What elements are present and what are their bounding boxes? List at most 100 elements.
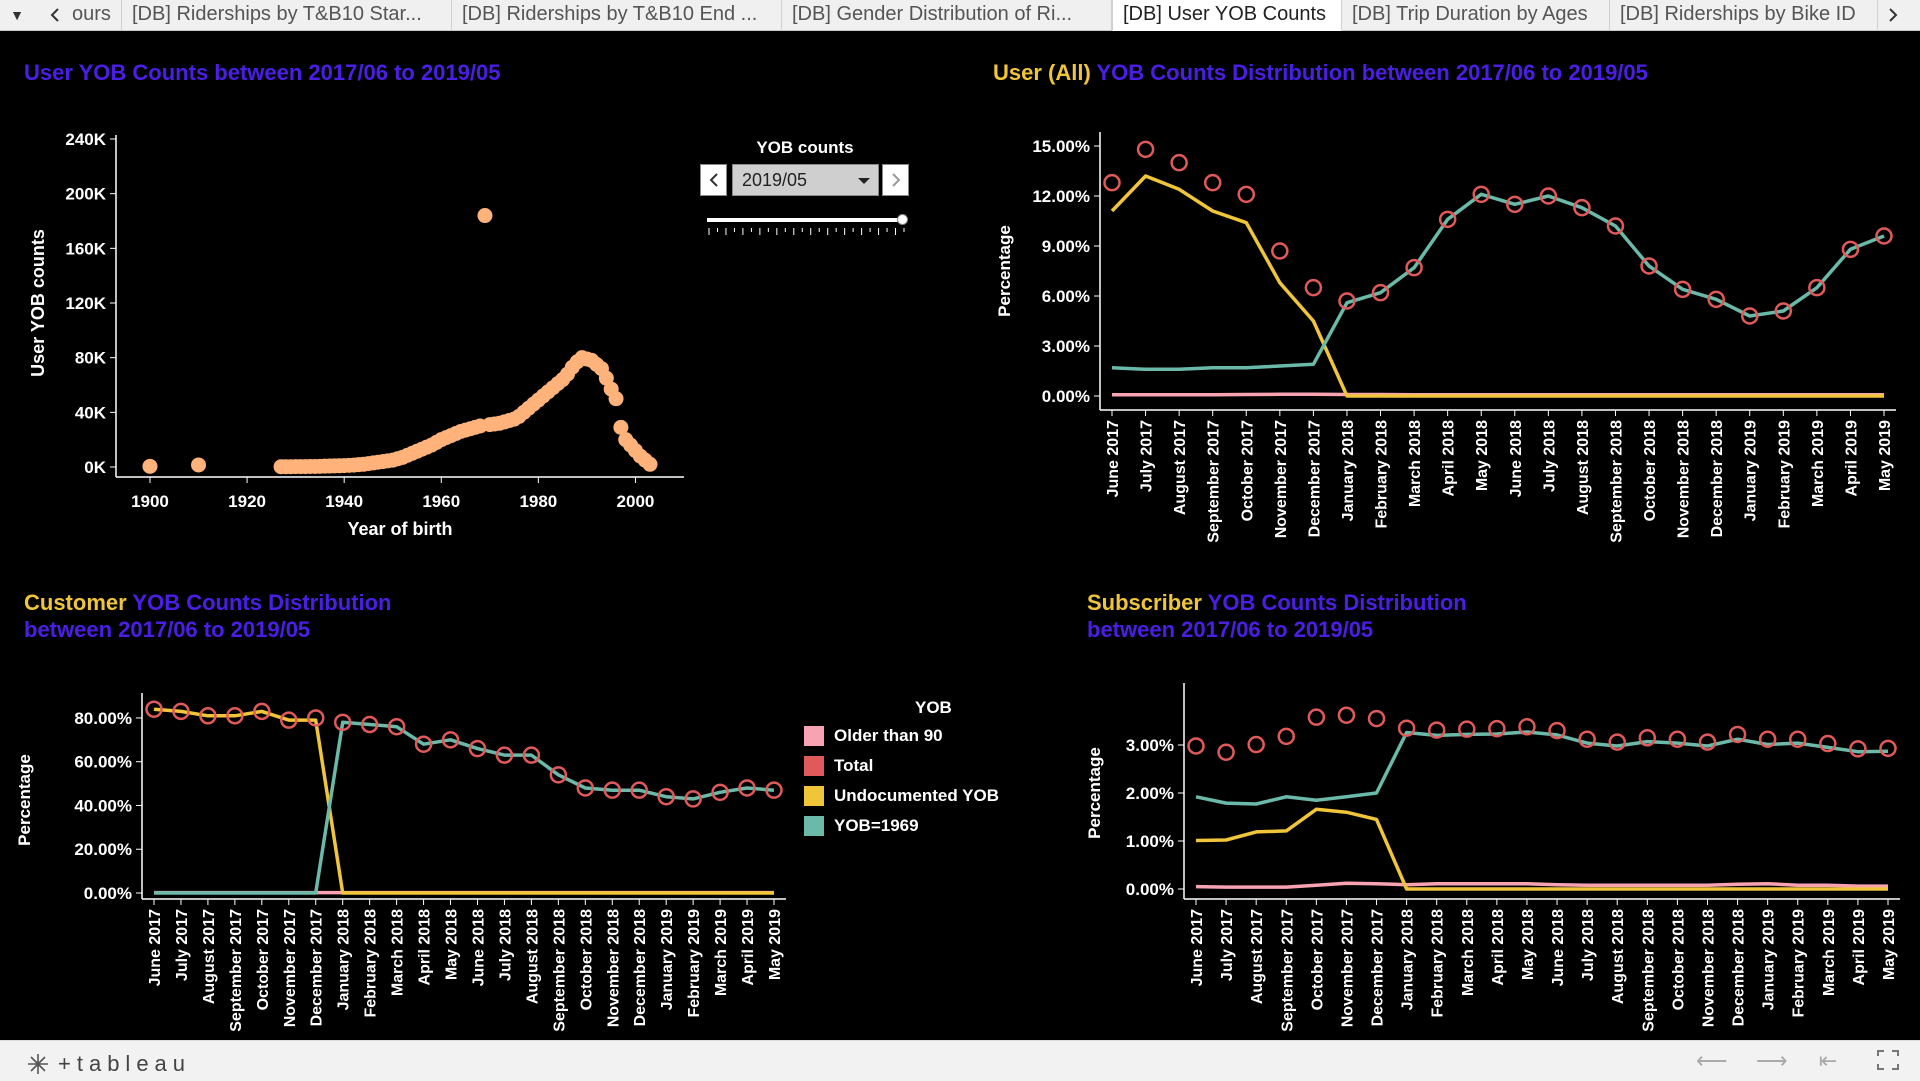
x-tick-label: December 2017	[1306, 420, 1323, 538]
y-tick-label: 40.00%	[74, 796, 132, 815]
x-tick-label: April 2018	[1441, 420, 1458, 497]
legend-item-yob-1969[interactable]: YOB=1969	[804, 815, 919, 837]
tab-5[interactable]: [DB] Trip Duration by Ages	[1342, 0, 1610, 30]
undo-icon[interactable]: ⟵	[1696, 1050, 1720, 1072]
x-tick-label: 1940	[325, 492, 363, 511]
x-tick-label: May 2019	[1877, 420, 1894, 491]
scatter-point	[142, 459, 157, 474]
tab-scroll-left-icon[interactable]	[44, 0, 66, 30]
legend-label: Older than 90	[834, 726, 943, 746]
x-tick-label: December 2017	[309, 909, 326, 1027]
filter-prev-button[interactable]	[700, 164, 727, 196]
y-tick-label: 0.00%	[1042, 387, 1090, 406]
tab-1[interactable]: [DB] Riderships by T&B10 Star...	[122, 0, 452, 30]
x-tick-label: April 2018	[417, 909, 434, 986]
total-point	[1105, 175, 1120, 190]
total-point	[1138, 142, 1153, 157]
yob-filter-label: YOB counts	[700, 138, 910, 158]
x-tick-label: September 2017	[1279, 909, 1296, 1032]
tab-3[interactable]: [DB] Gender Distribution of Ri...	[782, 0, 1112, 30]
yob-slider-handle[interactable]	[897, 214, 908, 225]
x-tick-label: November 2018	[1700, 909, 1717, 1027]
legend-swatch	[804, 756, 824, 776]
y-tick-label: 0.00%	[1126, 880, 1174, 899]
x-tick-label: May 2019	[767, 909, 784, 980]
x-tick-label: April 2019	[1851, 909, 1868, 986]
y-tick-label: 40K	[75, 403, 107, 422]
x-tick-label: February 2019	[686, 909, 703, 1018]
y-tick-label: 3.00%	[1042, 337, 1090, 356]
y-tick-label: 80K	[75, 349, 107, 368]
scatter-title-text: User YOB Counts between 2017/06 to 2019/…	[24, 60, 500, 85]
x-tick-label: December 2017	[1370, 909, 1387, 1027]
x-tick-label: June 2017	[1189, 909, 1206, 986]
tab-2[interactable]: [DB] Riderships by T&B10 End ...	[452, 0, 782, 30]
x-tick-label: March 2018	[390, 909, 407, 996]
y-tick-label: 240K	[65, 130, 106, 149]
x-tick-label: September 2018	[1640, 909, 1657, 1032]
legend-label: Undocumented YOB	[834, 786, 999, 806]
x-tick-label: January 2019	[659, 909, 676, 1011]
legend-item-total[interactable]: Total	[804, 755, 873, 777]
y-tick-label: 80.00%	[74, 709, 132, 728]
fullscreen-icon[interactable]	[1876, 1050, 1900, 1072]
legend-item-undocumented-yob[interactable]: Undocumented YOB	[804, 785, 999, 807]
chevron-down-icon	[858, 178, 870, 184]
y-tick-label: 160K	[65, 239, 106, 258]
x-tick-label: October 2018	[1642, 420, 1659, 521]
user-title-rest: YOB Counts Distribution between 2017/06 …	[1091, 60, 1648, 85]
series-line-undocumented-yob	[1196, 809, 1888, 889]
redo-icon[interactable]: ⟶	[1756, 1050, 1780, 1072]
legend-label: Total	[834, 756, 873, 776]
total-point	[1249, 737, 1264, 752]
x-tick-label: July 2017	[174, 909, 191, 981]
revert-icon[interactable]: ⇤	[1816, 1050, 1840, 1072]
customer-title-highlight: Customer	[24, 590, 127, 615]
yob-filter-dropdown[interactable]: 2019/05	[732, 164, 879, 196]
x-tick-label: January 2018	[1400, 909, 1417, 1011]
tableau-brand-text: +tableau	[58, 1051, 191, 1077]
subscriber-title-line2: between 2017/06 to 2019/05	[1087, 617, 1373, 642]
user-all-line-chart[interactable]: 0.00%3.00%6.00%9.00%12.00%15.00%June 201…	[980, 91, 1920, 571]
tab-menu-dropdown-icon[interactable]: ▼	[4, 0, 30, 30]
legend-swatch	[804, 786, 824, 806]
x-tick-label: December 2018	[632, 909, 649, 1027]
x-tick-label: July 2018	[1541, 420, 1558, 492]
total-point	[1239, 187, 1254, 202]
total-point	[1309, 710, 1324, 725]
x-tick-label: September 2018	[551, 909, 568, 1032]
x-tick-label: October 2018	[578, 909, 595, 1010]
yob-filter-value: 2019/05	[742, 170, 807, 190]
y-tick-label: 0K	[84, 458, 106, 477]
yob-slider-track[interactable]	[707, 218, 902, 222]
filter-next-button[interactable]	[882, 164, 909, 196]
tableau-logo[interactable]: +tableau	[26, 1051, 191, 1077]
legend-swatch	[804, 726, 824, 746]
x-tick-label: September 2017	[228, 909, 245, 1032]
x-tick-label: May 2018	[444, 909, 461, 980]
tab-0[interactable]: ours	[66, 0, 122, 30]
x-tick-label: May 2019	[1881, 909, 1898, 980]
y-axis-title: Percentage	[995, 225, 1014, 317]
x-tick-label: August 2017	[201, 909, 218, 1004]
legend-item-older-than-90[interactable]: Older than 90	[804, 725, 943, 747]
x-tick-label: November 2017	[1339, 909, 1356, 1027]
x-tick-label: October 2017	[1239, 420, 1256, 521]
scatter-title: User YOB Counts between 2017/06 to 2019/…	[24, 59, 500, 86]
x-tick-label: January 2018	[336, 909, 353, 1011]
chevron-left-icon	[709, 173, 719, 187]
x-tick-label: 1900	[131, 492, 169, 511]
total-point	[1189, 738, 1204, 753]
x-tick-label: December 2018	[1709, 420, 1726, 538]
tab-label: [DB] Riderships by Bike ID	[1620, 3, 1856, 25]
x-axis-title: Year of birth	[347, 519, 452, 539]
x-tick-label: March 2019	[1821, 909, 1838, 996]
tab-6[interactable]: [DB] Riderships by Bike ID	[1610, 0, 1878, 30]
tab-label: [DB] Trip Duration by Ages	[1352, 3, 1588, 25]
tab-scroll-right-icon[interactable]	[1882, 0, 1904, 30]
tab-4-active[interactable]: [DB] User YOB Counts	[1112, 0, 1342, 31]
